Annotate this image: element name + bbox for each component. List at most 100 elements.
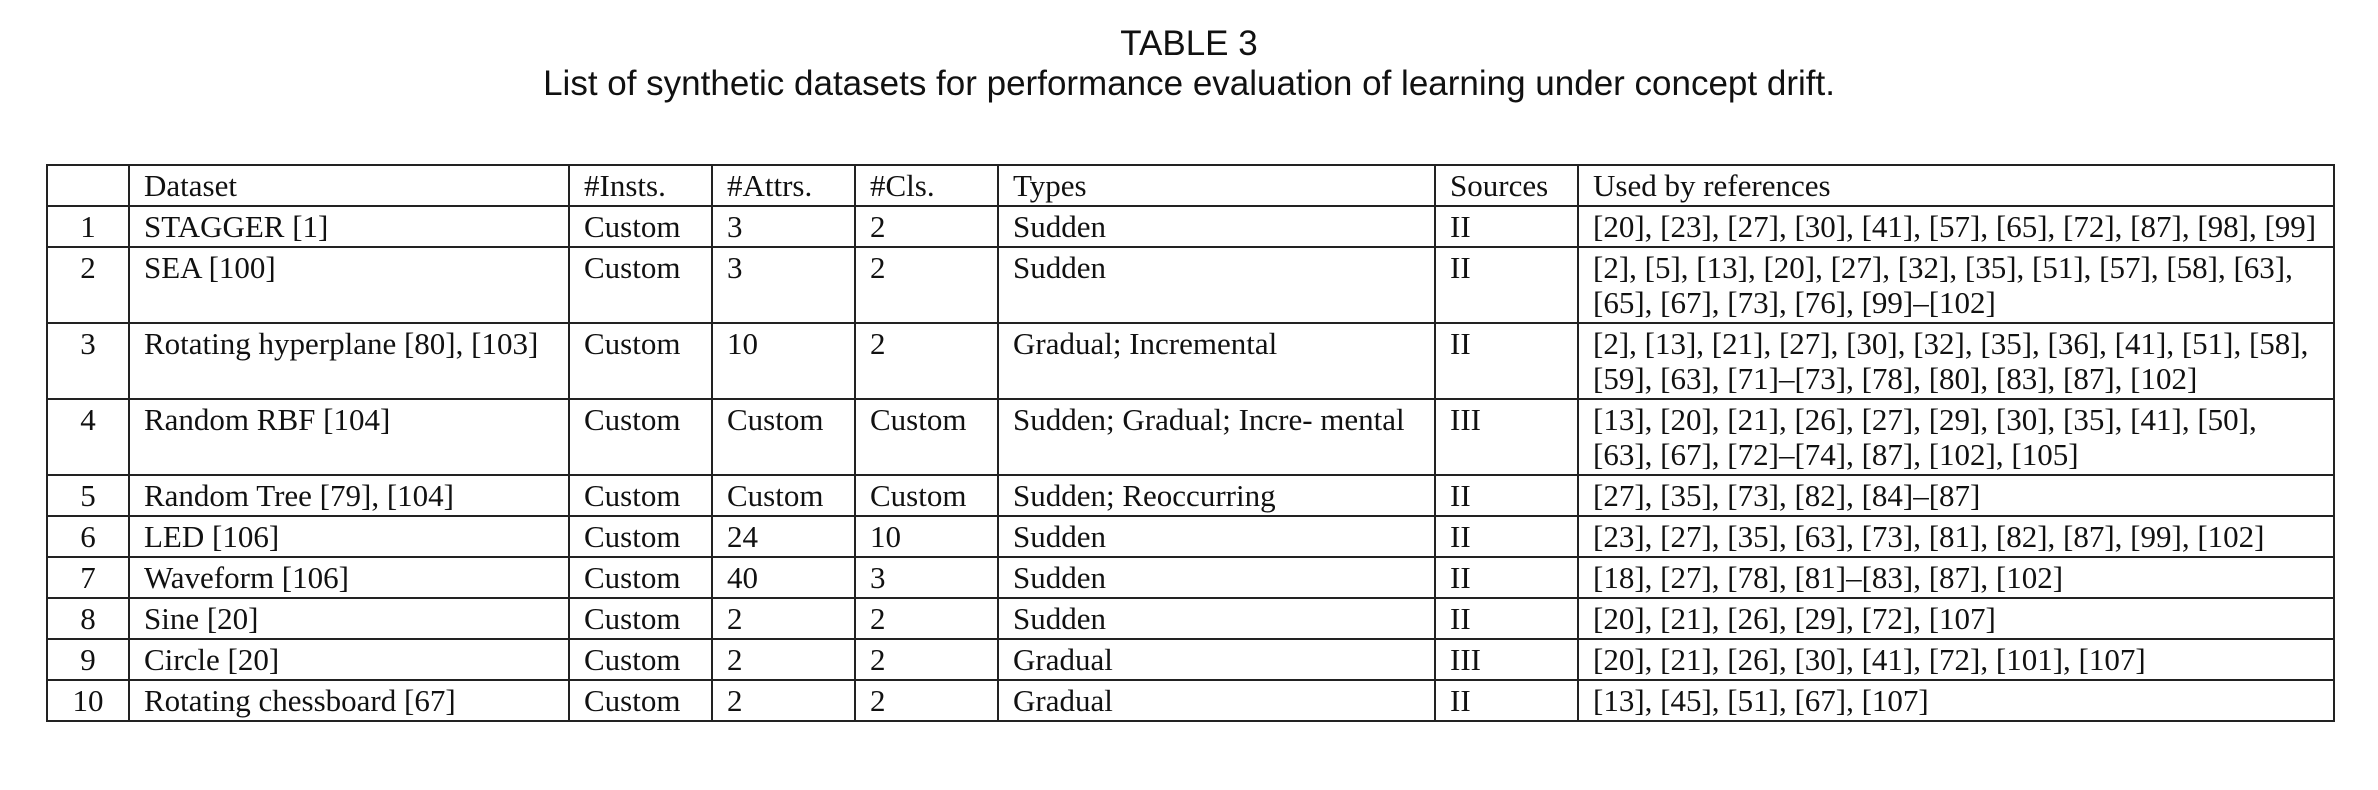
cell-types: Sudden <box>997 515 1436 558</box>
cell-types: Gradual <box>997 679 1436 722</box>
cell-dataset: STAGGER [1] <box>128 205 570 248</box>
cell-sources: II <box>1434 246 1579 324</box>
cell-index: 7 <box>46 556 130 599</box>
cell-classes: Custom <box>854 474 999 517</box>
cell-dataset: Circle [20] <box>128 638 570 681</box>
cell-sources: II <box>1434 205 1579 248</box>
cell-index: 4 <box>46 398 130 476</box>
cell-dataset: Rotating hyperplane [80], [103] <box>128 322 570 400</box>
cell-references: [20], [21], [26], [29], [72], [107] <box>1577 597 2335 640</box>
column-header-index <box>46 164 130 207</box>
cell-instances: Custom <box>568 322 713 400</box>
cell-references: [23], [27], [35], [63], [73], [81], [82]… <box>1577 515 2335 558</box>
table-row: 9 Circle [20] Custom 2 2 Gradual III [20], [21]… <box>46 638 2335 681</box>
cell-classes: 3 <box>854 556 999 599</box>
cell-types: Gradual; Incremental <box>997 322 1436 400</box>
cell-index: 10 <box>46 679 130 722</box>
table-row: 7 Waveform [106] Custom 40 3 Sudden II [18], [2… <box>46 556 2335 599</box>
column-header-sources: Sources <box>1434 164 1579 207</box>
synthetic-datasets-table: Dataset #Insts. #Attrs. #Cls. Types Sour… <box>46 164 2335 722</box>
cell-sources: II <box>1434 322 1579 400</box>
cell-types: Sudden <box>997 597 1436 640</box>
cell-classes: 2 <box>854 322 999 400</box>
table-caption: List of synthetic datasets for performan… <box>543 64 1835 103</box>
cell-references: [13], [20], [21], [26], [27], [29], [30]… <box>1577 398 2335 476</box>
table-row: 4 Random RBF [104] Custom Custom Custom Sudde… <box>46 398 2335 476</box>
cell-classes: 2 <box>854 205 999 248</box>
cell-dataset: Random Tree [79], [104] <box>128 474 570 517</box>
table-row: 1 STAGGER [1] Custom 3 2 Sudden II [20], [23], … <box>46 205 2335 248</box>
cell-instances: Custom <box>568 246 713 324</box>
cell-types: Sudden; Reoccurring <box>997 474 1436 517</box>
cell-references: [18], [27], [78], [81]–[83], [87], [102] <box>1577 556 2335 599</box>
cell-index: 9 <box>46 638 130 681</box>
column-header-references: Used by references <box>1577 164 2335 207</box>
cell-sources: III <box>1434 638 1579 681</box>
cell-references: [20], [21], [26], [30], [41], [72], [101… <box>1577 638 2335 681</box>
column-header-types: Types <box>997 164 1436 207</box>
table-row: 6 LED [106] Custom 24 10 Sudden II [23], [27], … <box>46 515 2335 558</box>
cell-attributes: 3 <box>711 205 856 248</box>
cell-sources: II <box>1434 474 1579 517</box>
cell-index: 8 <box>46 597 130 640</box>
cell-dataset: Rotating chessboard [67] <box>128 679 570 722</box>
cell-references: [2], [13], [21], [27], [30], [32], [35],… <box>1577 322 2335 400</box>
cell-dataset: Random RBF [104] <box>128 398 570 476</box>
cell-types: Sudden; Gradual; Incre- mental <box>997 398 1436 476</box>
cell-sources: II <box>1434 515 1579 558</box>
cell-references: [13], [45], [51], [67], [107] <box>1577 679 2335 722</box>
cell-classes: 10 <box>854 515 999 558</box>
cell-references: [2], [5], [13], [20], [27], [32], [35], … <box>1577 246 2335 324</box>
cell-attributes: 24 <box>711 515 856 558</box>
table-body: 1 STAGGER [1] Custom 3 2 Sudden II [20], [23], … <box>46 205 2335 722</box>
cell-instances: Custom <box>568 205 713 248</box>
column-header-attributes: #Attrs. <box>711 164 856 207</box>
cell-sources: II <box>1434 679 1579 722</box>
cell-references: [27], [35], [73], [82], [84]–[87] <box>1577 474 2335 517</box>
column-header-instances: #Insts. <box>568 164 713 207</box>
table-row: 8 Sine [20] Custom 2 2 Sudden II [20], [21], [2… <box>46 597 2335 640</box>
cell-classes: 2 <box>854 679 999 722</box>
cell-classes: 2 <box>854 597 999 640</box>
cell-attributes: 40 <box>711 556 856 599</box>
cell-instances: Custom <box>568 515 713 558</box>
table-row: 10 Rotating chessboard [67] Custom 2 2 Gradua… <box>46 679 2335 722</box>
table-row: 3 Rotating hyperplane [80], [103] Custom 10… <box>46 322 2335 400</box>
cell-index: 1 <box>46 205 130 248</box>
cell-classes: Custom <box>854 398 999 476</box>
cell-classes: 2 <box>854 638 999 681</box>
cell-types: Sudden <box>997 205 1436 248</box>
cell-attributes: Custom <box>711 398 856 476</box>
cell-attributes: 3 <box>711 246 856 324</box>
cell-attributes: Custom <box>711 474 856 517</box>
cell-instances: Custom <box>568 597 713 640</box>
table-header-row: Dataset #Insts. #Attrs. #Cls. Types Sour… <box>46 164 2335 207</box>
cell-index: 2 <box>46 246 130 324</box>
cell-attributes: 2 <box>711 597 856 640</box>
cell-classes: 2 <box>854 246 999 324</box>
cell-index: 3 <box>46 322 130 400</box>
cell-instances: Custom <box>568 398 713 476</box>
cell-dataset: LED [106] <box>128 515 570 558</box>
cell-attributes: 2 <box>711 679 856 722</box>
cell-instances: Custom <box>568 638 713 681</box>
cell-types: Sudden <box>997 556 1436 599</box>
column-header-dataset: Dataset <box>128 164 570 207</box>
cell-references: [20], [23], [27], [30], [41], [57], [65]… <box>1577 205 2335 248</box>
cell-sources: II <box>1434 556 1579 599</box>
table-row: 5 Random Tree [79], [104] Custom Custom Cust… <box>46 474 2335 517</box>
table-row: 2 SEA [100] Custom 3 2 Sudden II [2], [5], [13]… <box>46 246 2335 324</box>
cell-attributes: 2 <box>711 638 856 681</box>
cell-attributes: 10 <box>711 322 856 400</box>
cell-index: 6 <box>46 515 130 558</box>
cell-instances: Custom <box>568 474 713 517</box>
cell-dataset: SEA [100] <box>128 246 570 324</box>
column-header-classes: #Cls. <box>854 164 999 207</box>
table-label: TABLE 3 <box>1120 24 1258 63</box>
cell-types: Gradual <box>997 638 1436 681</box>
cell-sources: II <box>1434 597 1579 640</box>
cell-instances: Custom <box>568 679 713 722</box>
cell-dataset: Sine [20] <box>128 597 570 640</box>
cell-index: 5 <box>46 474 130 517</box>
cell-types: Sudden <box>997 246 1436 324</box>
